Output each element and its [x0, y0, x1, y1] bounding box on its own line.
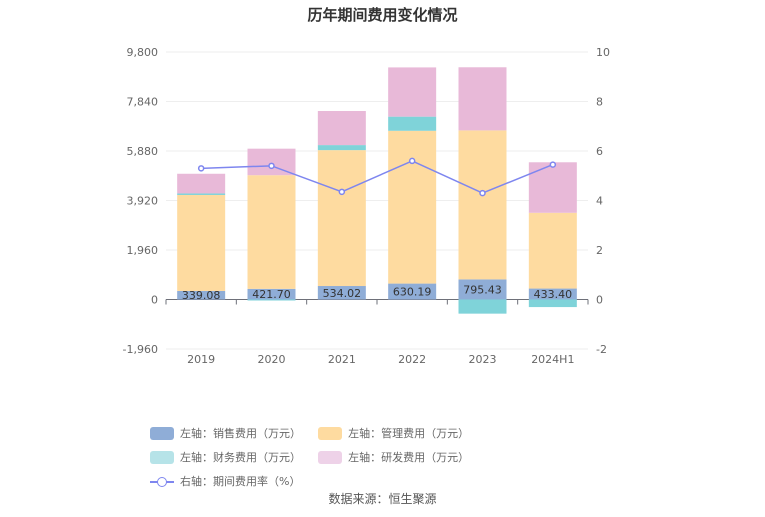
- bar-左轴：销售费用（万元）: [388, 283, 437, 300]
- bar-左轴：管理费用（万元）: [388, 130, 437, 284]
- x-tick-label: 2020: [258, 353, 286, 366]
- data-label-sales: 421.70: [252, 288, 291, 301]
- legend-swatch-rnd: [318, 450, 343, 464]
- bar-左轴：销售费用（万元）: [458, 279, 507, 300]
- legend-label-finance: 左轴：财务费用（万元）: [180, 451, 301, 464]
- bar-左轴：管理费用（万元）: [317, 150, 366, 287]
- bar-左轴：财务费用（万元）: [458, 299, 507, 314]
- legend-item-rate[interactable]: 右轴：期间费用率（%）: [150, 472, 300, 490]
- line-point: [268, 162, 275, 170]
- y-right-tick-label: -2: [596, 343, 607, 356]
- data-label-sales: 339.08: [182, 289, 221, 302]
- legend-label-rnd: 左轴：研发费用（万元）: [348, 451, 470, 464]
- legend-swatch-finance: [150, 450, 174, 464]
- bar-左轴：销售费用（万元）: [317, 286, 366, 300]
- y-right-tick-label: 2: [596, 244, 603, 257]
- bar-左轴：财务费用（万元）: [317, 145, 366, 151]
- legend-label-sales: 左轴：销售费用（万元）: [180, 427, 301, 440]
- y-right-tick-label: 0: [596, 294, 603, 307]
- bar-左轴：销售费用（万元）: [247, 288, 296, 300]
- bar-左轴：销售费用（万元）: [177, 290, 226, 300]
- bar-左轴：研发费用（万元）: [317, 110, 366, 146]
- bar-左轴：管理费用（万元）: [247, 175, 296, 289]
- line-point: [479, 189, 486, 197]
- data-label-sales: 534.02: [323, 287, 362, 300]
- bar-左轴：管理费用（万元）: [528, 212, 577, 289]
- y-right-tick-label: 4: [596, 195, 603, 208]
- bar-左轴：研发费用（万元）: [458, 67, 507, 131]
- line-point: [338, 188, 346, 196]
- bar-左轴：管理费用（万元）: [458, 130, 507, 280]
- legend-label-admin: 左轴：管理费用（万元）: [348, 427, 470, 440]
- x-tick-label: 2021: [328, 353, 356, 366]
- bar-左轴：研发费用（万元）: [528, 162, 577, 213]
- x-tick-label: 2023: [469, 353, 497, 366]
- legend-item-finance[interactable]: 左轴：财务费用（万元）: [150, 448, 301, 466]
- legend-line-icon: [150, 475, 174, 488]
- bar-左轴：研发费用（万元）: [388, 67, 437, 117]
- legend-label-rate: 右轴：期间费用率（%）: [180, 475, 301, 488]
- y-left-tick-label: 7,840: [127, 96, 159, 109]
- y-left-tick-label: 0: [151, 294, 158, 307]
- x-tick-label: 2024H1: [531, 353, 574, 366]
- chart-svg: -1,960 0 1,960 3,920 5,880 7,840 9,800 -2 0 2 4 6 8 1…: [123, 46, 610, 366]
- y-right-tick-label: 6: [596, 145, 603, 158]
- x-tick-label: 2019: [187, 353, 215, 366]
- y-right-tick-label: 10: [596, 46, 610, 59]
- y-left-tick-label: 5,880: [127, 145, 159, 158]
- bar-左轴：管理费用（万元）: [177, 194, 226, 291]
- legend-item-rnd[interactable]: 左轴：研发费用（万元）: [318, 448, 469, 466]
- chart-title: 历年期间费用变化情况: [307, 6, 458, 24]
- data-label-sales: 630.19: [393, 286, 432, 299]
- y-left-tick-label: 1,960: [127, 244, 159, 257]
- bar-左轴：研发费用（万元）: [177, 173, 226, 194]
- line-point: [549, 161, 557, 168]
- bar-左轴：财务费用（万元）: [177, 193, 226, 195]
- legend-swatch-sales: [150, 426, 174, 440]
- y-left-tick-label: -1,960: [123, 343, 158, 356]
- data-label-sales: 433.40: [534, 288, 573, 301]
- legend-swatch-admin: [318, 426, 343, 440]
- data-label-sales: 795.43: [463, 283, 502, 296]
- legend-item-admin[interactable]: 左轴：管理费用（万元）: [318, 424, 469, 442]
- bar-左轴：财务费用（万元）: [247, 299, 296, 301]
- data-source: 数据来源：恒生聚源: [328, 492, 437, 506]
- bar-左轴：研发费用（万元）: [247, 148, 296, 176]
- line-point: [197, 165, 205, 172]
- x-tick-label: 2022: [398, 353, 426, 366]
- y-left-tick-label: 3,920: [127, 195, 159, 208]
- legend-item-sales[interactable]: 左轴：销售费用（万元）: [150, 424, 301, 442]
- bar-左轴：财务费用（万元）: [528, 299, 577, 308]
- bar-左轴：财务费用（万元）: [388, 116, 437, 131]
- line-point: [408, 157, 416, 165]
- y-right-tick-label: 8: [596, 96, 603, 109]
- legend: 左轴：销售费用（万元） 左轴：管理费用（万元） 左轴：财务费用（万元） 左轴：研…: [150, 424, 620, 496]
- line-period-expense-rate: [201, 160, 554, 194]
- y-left-tick-label: 9,800: [127, 46, 159, 59]
- bar-左轴：销售费用（万元）: [528, 288, 577, 300]
